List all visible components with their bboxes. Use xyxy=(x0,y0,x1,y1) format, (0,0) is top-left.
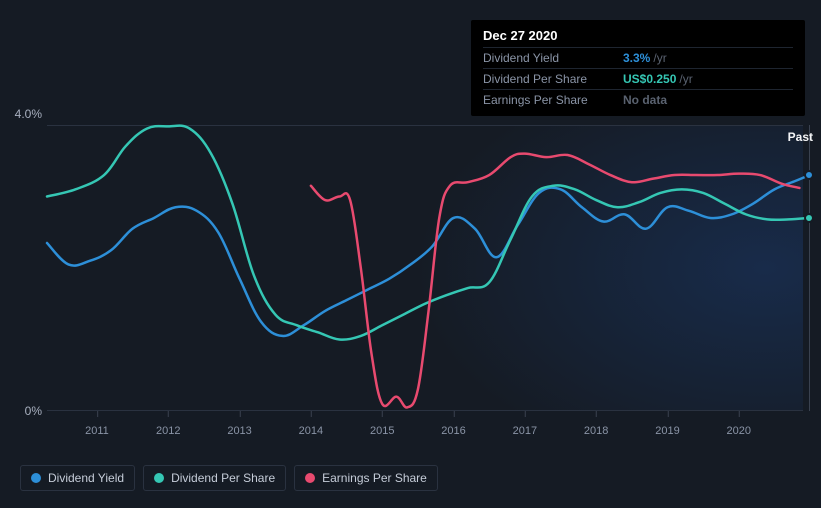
legend-item[interactable]: Dividend Yield xyxy=(20,465,135,491)
legend-label: Dividend Per Share xyxy=(171,471,275,485)
x-tick: 2013 xyxy=(227,425,251,437)
tooltip-row-value: 3.3%/yr xyxy=(623,51,667,65)
tooltip-row-label: Earnings Per Share xyxy=(483,93,623,107)
x-tick: 2016 xyxy=(441,425,465,437)
x-tick: 2017 xyxy=(513,425,537,437)
legend-swatch xyxy=(31,473,41,483)
y-axis-label-min: 0% xyxy=(0,404,42,418)
x-tick: 2015 xyxy=(370,425,394,437)
chart-container: Dec 27 2020 Dividend Yield3.3%/yrDividen… xyxy=(0,0,821,508)
x-tick: 2019 xyxy=(655,425,679,437)
tooltip-row-label: Dividend Yield xyxy=(483,51,623,65)
x-tick: 2020 xyxy=(727,425,751,437)
x-tick: 2011 xyxy=(85,425,109,437)
tooltip-panel: Dec 27 2020 Dividend Yield3.3%/yrDividen… xyxy=(471,20,805,116)
tooltip-row-value: No data xyxy=(623,93,667,107)
tooltip-row: Dividend Per ShareUS$0.250/yr xyxy=(483,68,793,89)
tooltip-date: Dec 27 2020 xyxy=(483,28,793,47)
past-label: Past xyxy=(788,130,813,144)
legend-label: Dividend Yield xyxy=(48,471,124,485)
legend-item[interactable]: Earnings Per Share xyxy=(294,465,438,491)
tooltip-row-label: Dividend Per Share xyxy=(483,72,623,86)
tooltip-row-value: US$0.250/yr xyxy=(623,72,693,86)
x-tick: 2018 xyxy=(584,425,608,437)
end-marker-dividend_yield xyxy=(804,170,814,180)
hover-marker-line xyxy=(809,125,810,411)
x-axis: 2011 2012 2013 2014 2015 2016 2017 2018 2019 2020 xyxy=(47,425,803,445)
legend-swatch xyxy=(305,473,315,483)
series-svg xyxy=(47,125,803,411)
y-axis-label-max: 4.0% xyxy=(0,107,42,121)
end-marker-dividend_per_share xyxy=(804,213,814,223)
legend: Dividend Yield Dividend Per Share Earnings… xyxy=(20,465,438,491)
legend-swatch xyxy=(154,473,164,483)
tooltip-row: Dividend Yield3.3%/yr xyxy=(483,47,793,68)
tooltip-row: Earnings Per ShareNo data xyxy=(483,89,793,110)
x-tick: 2014 xyxy=(299,425,323,437)
x-tick: 2012 xyxy=(156,425,180,437)
legend-item[interactable]: Dividend Per Share xyxy=(143,465,286,491)
legend-label: Earnings Per Share xyxy=(322,471,427,485)
